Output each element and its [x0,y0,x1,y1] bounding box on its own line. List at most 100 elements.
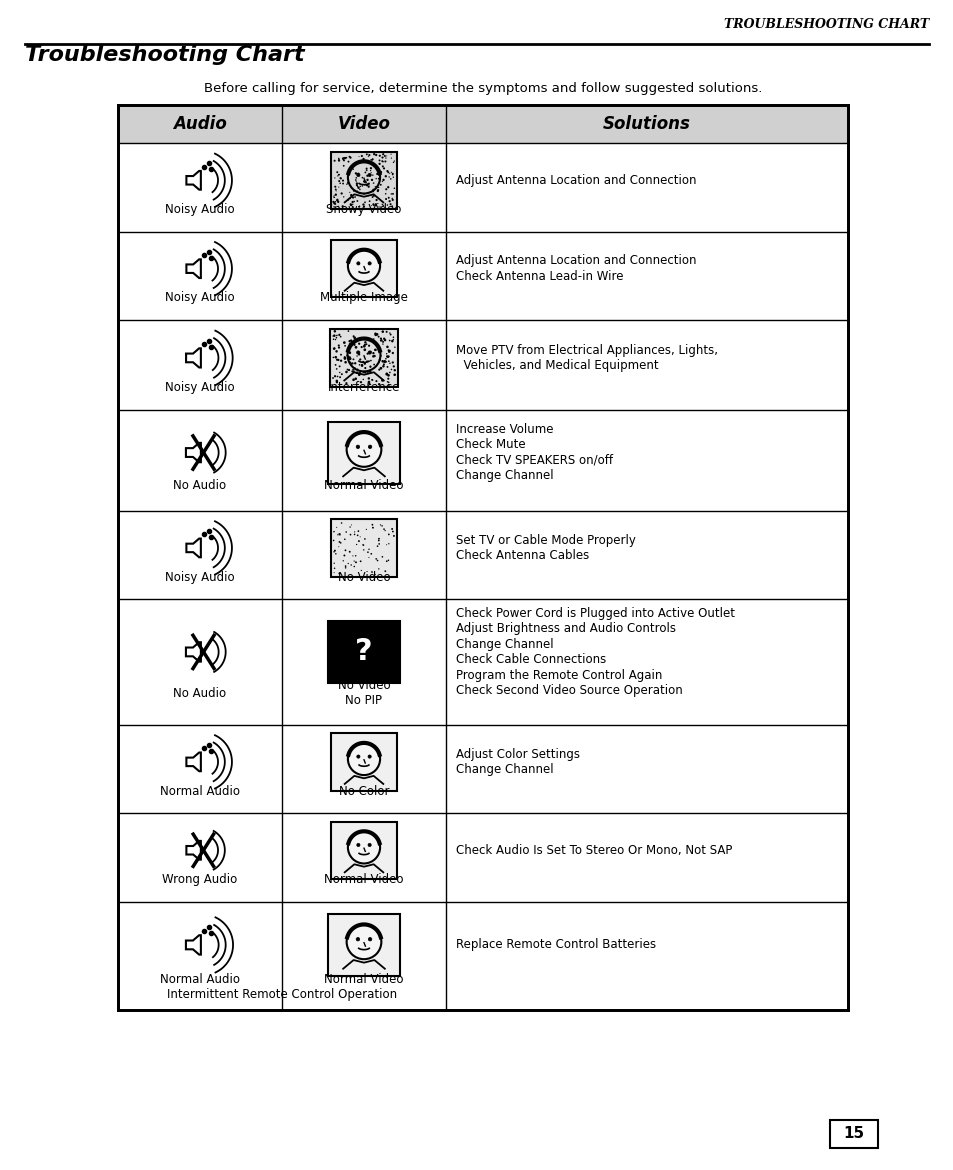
Point [357,163,373,181]
Point [347,353,362,372]
Point [369,325,384,344]
Point [380,188,395,207]
Point [355,195,371,214]
Point [339,174,355,193]
Point [347,156,362,174]
Point [327,542,342,560]
Point [385,328,400,346]
Point [328,330,343,349]
Bar [330,329,397,387]
Point [370,339,385,358]
Point [328,194,343,213]
Point [380,340,395,359]
Point [371,535,386,553]
Point [335,171,351,190]
Bar [829,1120,877,1148]
Point [351,147,366,166]
Point [360,186,375,205]
Text: Check Mute: Check Mute [456,439,525,452]
Point [342,543,357,562]
Point [332,172,347,191]
Point [353,552,368,571]
Point [375,322,390,340]
Point [357,359,373,378]
Point [362,161,377,180]
Point [335,149,350,167]
Text: Check Cable Connections: Check Cable Connections [456,653,605,666]
Point [333,174,348,193]
Point [358,519,374,538]
Point [378,190,394,208]
Point [378,365,394,384]
Point [375,355,391,373]
Point [346,192,361,211]
Point [326,563,341,581]
Point [375,195,390,214]
Point [345,355,360,373]
Point [387,365,402,384]
Point [359,171,375,190]
Point [385,191,400,209]
Point [364,197,379,215]
Point [379,195,395,214]
Point [380,551,395,570]
Point [385,344,400,363]
Point [327,194,342,213]
Point [365,195,380,214]
Point [327,178,342,197]
Point [329,372,344,391]
Point [337,558,353,577]
Point [352,180,367,199]
Text: No Audio: No Audio [173,687,226,700]
Text: Vehicles, and Medical Equipment: Vehicles, and Medical Equipment [456,359,658,372]
Point [379,347,395,366]
Point [364,171,379,190]
Point [326,522,341,541]
Point [346,552,361,571]
Point [342,350,357,369]
Point [351,164,366,183]
Bar [118,105,847,1010]
Point [337,349,353,367]
Point [348,172,363,191]
Point [343,516,358,535]
Point [381,347,396,366]
Point [366,356,381,374]
Point [327,168,342,187]
Point [370,537,385,556]
Point [377,185,393,204]
Point [334,184,349,202]
Point [345,188,360,207]
Text: Move PTV from Electrical Appliances, Lights,: Move PTV from Electrical Appliances, Lig… [456,344,718,357]
Point [348,164,363,183]
Text: Normal Audio: Normal Audio [160,973,240,986]
Point [326,553,341,572]
Point [355,168,370,187]
Text: Check Power Cord is Plugged into Active Outlet: Check Power Cord is Plugged into Active … [456,607,734,620]
Point [386,153,401,172]
Text: Multiple Image: Multiple Image [319,291,408,304]
Circle shape [368,844,371,847]
Point [356,337,372,356]
Point [343,355,358,373]
Point [375,171,391,190]
Point [368,324,383,343]
Point [385,165,400,184]
Point [372,198,387,216]
Point [365,371,380,390]
Point [343,556,358,574]
Point [364,151,379,170]
Point [342,158,357,177]
Point [340,191,355,209]
Point [331,151,346,170]
Point [342,149,357,167]
Point [339,360,355,379]
Point [343,331,358,350]
Point [368,325,383,344]
Point [386,152,401,171]
Point [372,151,387,170]
Point [329,350,344,369]
Point [377,152,393,171]
Circle shape [348,832,379,863]
Point [348,553,363,572]
